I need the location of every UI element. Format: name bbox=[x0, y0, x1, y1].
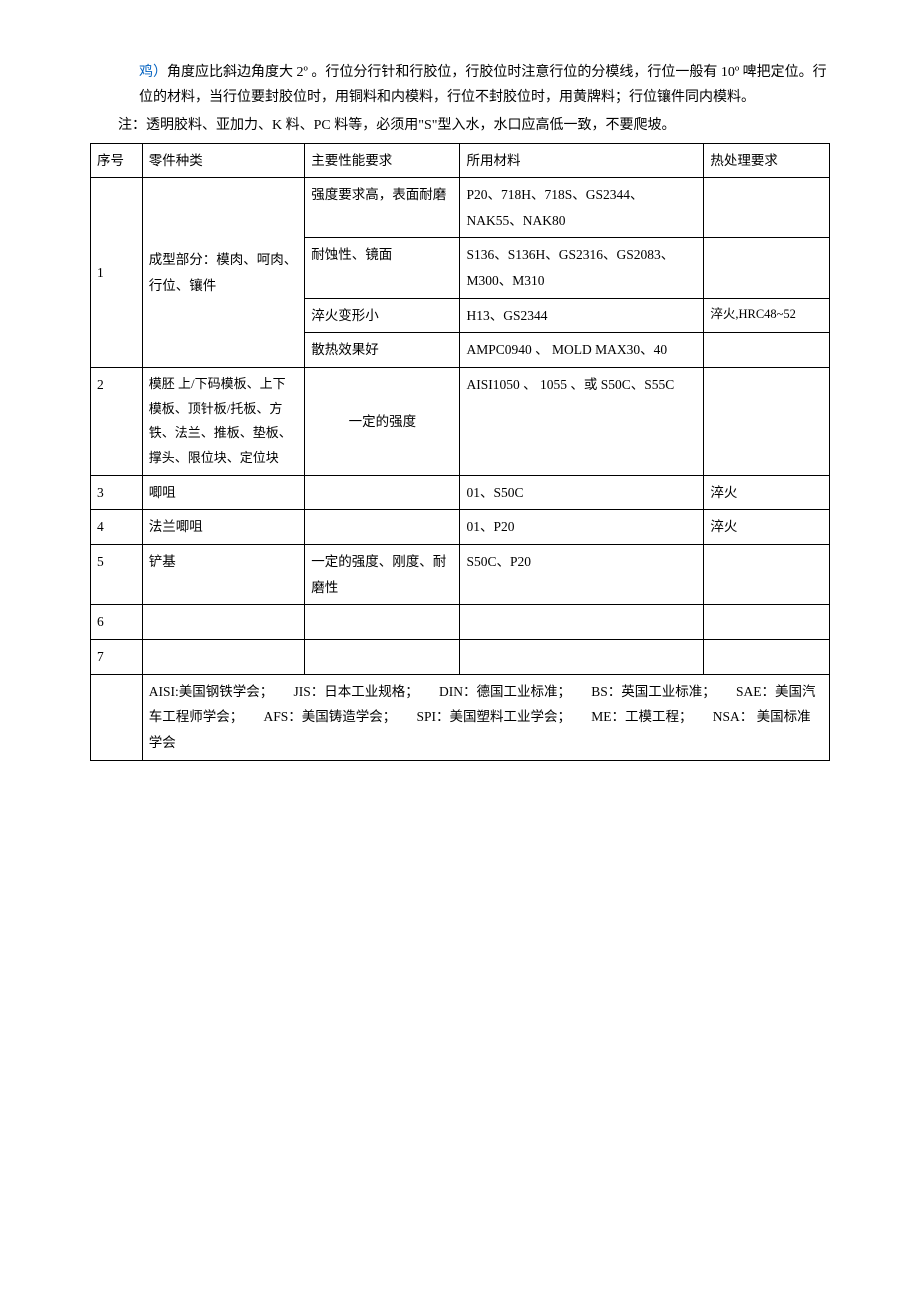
cell-type: 唧咀 bbox=[142, 475, 305, 510]
cell-perf: 淬火变形小 bbox=[305, 298, 460, 333]
cell-mat: S136、S136H、GS2316、GS2083、M300、M310 bbox=[460, 238, 704, 298]
cell-heat bbox=[704, 178, 830, 238]
header-heat: 热处理要求 bbox=[704, 143, 830, 178]
footer-cell: AISI:美国钢铁学会； JIS：日本工业规格； DIN：德国工业标准； BS：… bbox=[142, 674, 829, 760]
cell-seq: 5 bbox=[91, 545, 143, 605]
cell-perf: 耐蚀性、镜面 bbox=[305, 238, 460, 298]
intro-para-rest: 角度应比斜边角度大 2º 。行位分行针和行胶位，行胶位时注意行位的分模线，行位一… bbox=[139, 65, 827, 105]
note-paragraph: 注：透明胶料、亚加力、K 料、PC 料等，必须用"S"型入水，水口应高低一致，不… bbox=[90, 113, 830, 138]
table-row: 3 唧咀 01、S50C 淬火 bbox=[91, 475, 830, 510]
cell-mat: AMPC0940 、 MOLD MAX30、40 bbox=[460, 333, 704, 368]
cell-heat bbox=[704, 639, 830, 674]
cell-seq: 6 bbox=[91, 605, 143, 640]
cell-perf: 一定的强度 bbox=[305, 368, 460, 476]
cell-mat: 01、S50C bbox=[460, 475, 704, 510]
header-seq: 序号 bbox=[91, 143, 143, 178]
cell-heat: 淬火 bbox=[704, 475, 830, 510]
cell-perf bbox=[305, 510, 460, 545]
cell-perf: 一定的强度、刚度、耐磨性 bbox=[305, 545, 460, 605]
cell-type: 成型部分：模肉、呵肉、行位、镶件 bbox=[142, 178, 305, 368]
table-row: 5 铲基 一定的强度、刚度、耐磨性 S50C、P20 bbox=[91, 545, 830, 605]
cell-type: 铲基 bbox=[142, 545, 305, 605]
table-row: 6 bbox=[91, 605, 830, 640]
cell-perf bbox=[305, 639, 460, 674]
cell-mat: 01、P20 bbox=[460, 510, 704, 545]
cell-mat: S50C、P20 bbox=[460, 545, 704, 605]
table-header-row: 序号 零件种类 主要性能要求 所用材料 热处理要求 bbox=[91, 143, 830, 178]
cell-mat: P20、718H、718S、GS2344、NAK55、NAK80 bbox=[460, 178, 704, 238]
header-mat: 所用材料 bbox=[460, 143, 704, 178]
table-row: 4 法兰唧咀 01、P20 淬火 bbox=[91, 510, 830, 545]
cell-seq: 2 bbox=[91, 368, 143, 476]
cell-perf bbox=[305, 605, 460, 640]
cell-heat: 淬火 bbox=[704, 510, 830, 545]
cell-perf: 强度要求高，表面耐磨 bbox=[305, 178, 460, 238]
intro-link-text: 鸡） bbox=[139, 65, 167, 80]
table-footer-row: AISI:美国钢铁学会； JIS：日本工业规格； DIN：德国工业标准； BS：… bbox=[91, 674, 830, 760]
intro-paragraph: 鸡）角度应比斜边角度大 2º 。行位分行针和行胶位，行胶位时注意行位的分模线，行… bbox=[90, 60, 830, 110]
cell-type bbox=[142, 639, 305, 674]
cell-perf: 散热效果好 bbox=[305, 333, 460, 368]
cell-type: 模胚 上/下码模板、上下模板、顶针板/托板、方铁、法兰、推板、垫板、撑头、限位块… bbox=[142, 368, 305, 476]
table-row: 7 bbox=[91, 639, 830, 674]
cell-heat bbox=[704, 238, 830, 298]
cell-type bbox=[142, 605, 305, 640]
table-row: 2 模胚 上/下码模板、上下模板、顶针板/托板、方铁、法兰、推板、垫板、撑头、限… bbox=[91, 368, 830, 476]
cell-mat bbox=[460, 605, 704, 640]
cell-seq: 3 bbox=[91, 475, 143, 510]
cell-seq: 4 bbox=[91, 510, 143, 545]
header-type: 零件种类 bbox=[142, 143, 305, 178]
materials-table: 序号 零件种类 主要性能要求 所用材料 热处理要求 1 成型部分：模肉、呵肉、行… bbox=[90, 143, 830, 761]
cell-seq: 1 bbox=[91, 178, 143, 368]
cell-mat bbox=[460, 639, 704, 674]
cell-heat bbox=[704, 605, 830, 640]
cell-heat bbox=[704, 545, 830, 605]
cell-heat bbox=[704, 333, 830, 368]
cell-seq: 7 bbox=[91, 639, 143, 674]
cell-heat bbox=[704, 368, 830, 476]
header-perf: 主要性能要求 bbox=[305, 143, 460, 178]
cell-mat: AISI1050 、 1055 、或 S50C、S55C bbox=[460, 368, 704, 476]
cell-mat: H13、GS2344 bbox=[460, 298, 704, 333]
table-row: 1 成型部分：模肉、呵肉、行位、镶件 强度要求高，表面耐磨 P20、718H、7… bbox=[91, 178, 830, 238]
cell-type: 法兰唧咀 bbox=[142, 510, 305, 545]
footer-empty bbox=[91, 674, 143, 760]
cell-perf bbox=[305, 475, 460, 510]
cell-heat: 淬火,HRC48~52 bbox=[704, 298, 830, 333]
